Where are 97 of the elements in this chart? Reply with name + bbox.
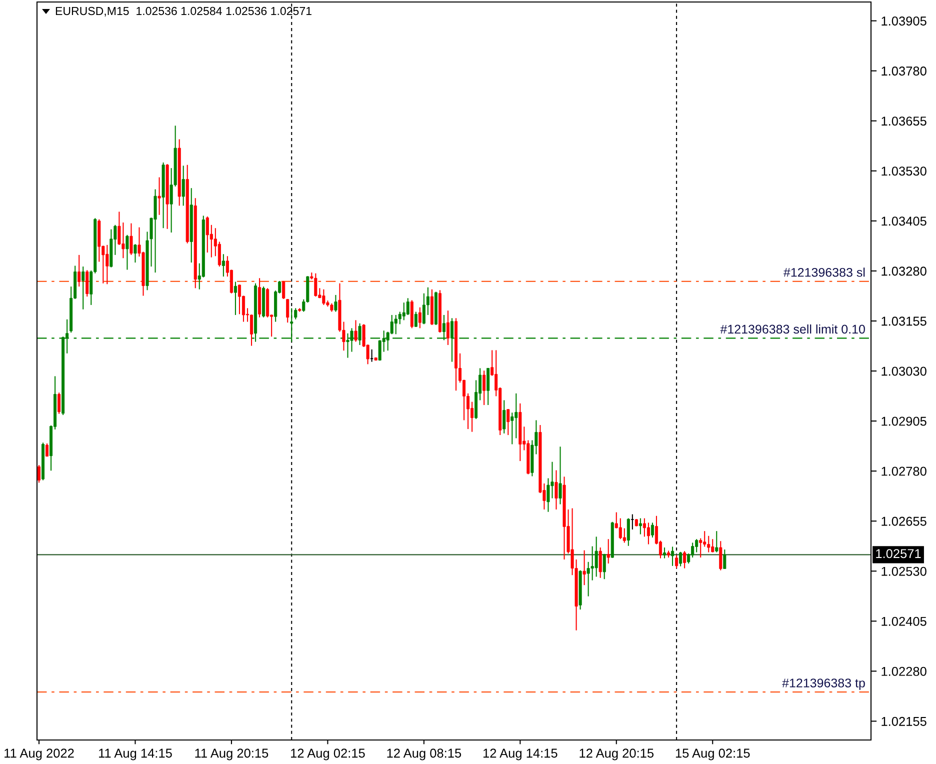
candlestick [558,446,562,505]
candlestick [598,546,602,578]
x-tick-label: 11 Aug 20:15 [195,748,268,760]
candlestick [86,270,89,298]
y-tick-label: 1.02655 [882,516,926,526]
y-tick-label: 1.02905 [882,416,926,426]
y-tick-label: 1.02530 [882,566,926,576]
ref-line-label: 1.02571 [876,549,921,558]
candlestick [122,222,125,259]
candlestick [719,540,722,571]
candlestick [238,284,241,315]
y-tick-label: 1.03280 [882,266,926,276]
candlestick [446,310,450,346]
candlestick [626,518,630,546]
candlestick [638,518,642,535]
candlestick [406,298,410,316]
candlestick [594,536,598,578]
candlestick [78,254,81,288]
candlestick [514,392,518,439]
candlestick [703,530,706,548]
candlestick [46,442,49,458]
y-tick-label: 1.03905 [882,16,926,26]
candlestick [82,266,85,310]
candlestick [282,280,286,300]
candlestick [711,538,714,553]
candlestick [58,392,61,414]
y-tick-label: 1.03405 [882,216,926,226]
candlestick [206,216,209,254]
candlestick [707,535,710,553]
candlestick [222,254,225,278]
candlestick [394,314,398,335]
y-tick-label: 1.03780 [882,66,926,76]
candlestick [586,561,590,597]
ref-line-label: #121396383 sl [783,268,865,277]
y-tick-label: 1.03655 [882,116,926,126]
candlestick [602,553,606,580]
candlestick [671,546,674,566]
candlestick [322,288,326,306]
candlestick [37,464,41,484]
candlestick [699,538,702,558]
candlestick [182,165,185,206]
candlestick [679,551,682,567]
candlestick [723,548,726,570]
candlestick [482,370,486,406]
y-tick-label: 1.02405 [882,616,926,626]
candlestick [218,241,221,268]
candlestick [134,244,137,264]
x-tick-label: 11 Aug 2022 [4,748,74,760]
candlestick [715,530,718,553]
x-tick-label: 15 Aug 02:15 [676,748,750,760]
candlestick [606,538,610,564]
candlestick [675,554,678,569]
ref-line-label: #121396383 sell limit 0.10 [720,324,865,334]
candlestick [334,294,338,312]
candlestick [286,298,290,324]
y-tick-label: 1.02780 [882,466,926,476]
ref-line-label: #121396383 tp [782,678,865,690]
candlestick [154,188,157,274]
candlestick [618,518,622,540]
y-tick-label: 1.02155 [882,716,926,726]
candlestick [314,272,318,298]
candlestick [130,222,133,256]
candlestick [414,311,418,328]
x-tick-label: 12 Aug 20:15 [580,748,654,760]
x-tick-label: 11 Aug 14:15 [99,748,172,760]
candlestick [402,302,406,321]
candlestick [486,368,490,406]
candlestick [646,522,650,545]
candlestick [354,320,358,342]
x-tick-label: 12 Aug 02:15 [291,748,365,760]
candlestick [554,470,558,510]
candlestick [158,176,161,216]
y-tick-label: 1.02280 [882,666,926,676]
candlestick [106,244,109,285]
candlestick [662,546,666,559]
candlestick [418,306,422,329]
y-tick-label: 1.03030 [882,366,926,376]
x-tick-label: 12 Aug 08:15 [387,748,462,760]
candlestick [691,542,694,558]
candlestick [622,528,626,544]
candlestick [506,408,510,436]
candlestick [683,550,686,569]
y-tick-label: 1.03155 [882,316,926,326]
candlestick [582,550,586,586]
candlestick [422,292,426,325]
candlestick [695,538,698,553]
chart-title: EURUSD,M15 1.02536 1.02584 1.02536 1.02571 [56,6,312,16]
candlestick [126,234,129,270]
candlestick [642,518,646,538]
candlestick [294,308,298,320]
y-tick-label: 1.03530 [882,166,926,176]
candlestick [650,522,654,538]
x-tick-label: 12 Aug 14:15 [483,748,558,760]
candlestick [550,461,554,499]
candlestick [502,400,506,434]
candlestick [234,281,237,316]
candlestick [250,314,254,346]
